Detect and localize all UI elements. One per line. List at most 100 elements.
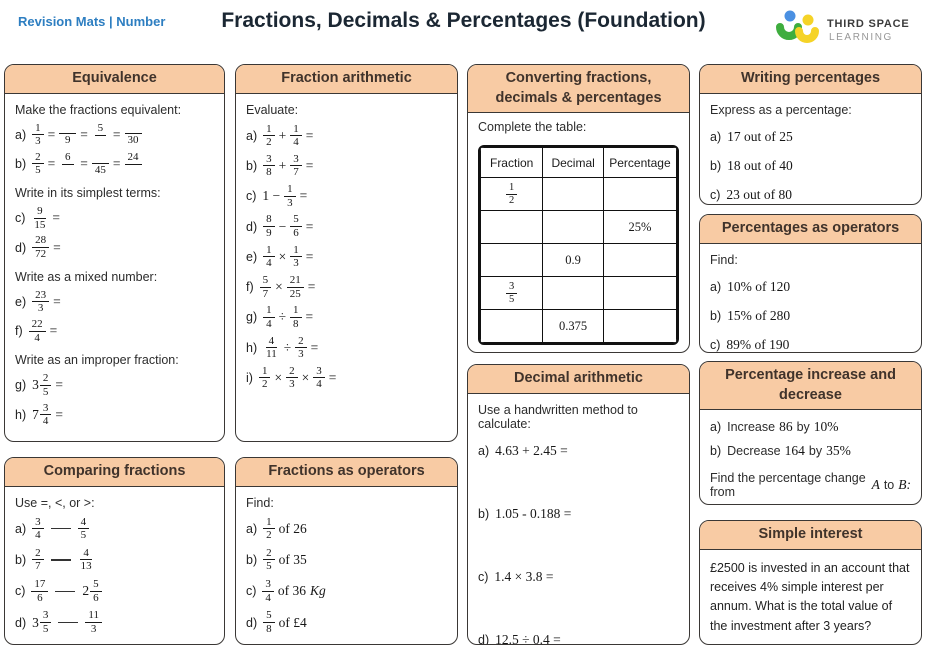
question-text: £2500 is invested in an account that rec… — [710, 560, 910, 633]
column-3: Converting fractions, decimals & percent… — [467, 64, 690, 645]
question-label: e) — [246, 249, 258, 264]
table-cell — [480, 210, 544, 245]
table-row: 0.9 — [480, 243, 677, 278]
question-label: g) — [15, 378, 27, 393]
question-label: b) — [246, 158, 258, 173]
math-text: 89% of 190 — [726, 336, 790, 352]
math-text: + — [278, 157, 287, 173]
instruction-text: Write in its simplest terms: — [15, 186, 161, 201]
question-label: b) — [15, 552, 27, 567]
panel-percentages-as-operators: Percentages as operators Find: a) 10% of 1… — [699, 214, 922, 353]
math-text: 17 out of 25 — [727, 128, 793, 144]
question-label: d) — [15, 240, 27, 255]
panel-equivalence: Equivalence Make the fractions equivalen… — [4, 64, 225, 442]
answer-blank-dash — [58, 621, 79, 624]
math-text: = — [55, 377, 63, 393]
math-text: × — [274, 369, 283, 385]
question-label: d) — [478, 632, 490, 645]
question: h) 7 3 4 = — [15, 402, 214, 428]
panel-simple-interest: Simple interest £2500 is invested in an … — [699, 520, 922, 645]
math-text: 10% of 120 — [727, 278, 791, 294]
instruction-text: Find: — [710, 252, 738, 267]
math-text: 15% of 280 — [727, 307, 791, 323]
question-label: b) — [710, 308, 722, 323]
math-text: × — [301, 369, 310, 385]
question-label: c) — [710, 337, 721, 352]
fraction: 21 25 — [286, 274, 304, 300]
math-text: × — [275, 279, 283, 295]
math-text: 1.05 - 0.188 = — [495, 505, 572, 521]
question-label: d) — [246, 219, 258, 234]
question: a) 1 2 of 26 — [246, 516, 447, 542]
question-label: c) — [710, 187, 721, 202]
question-label: a) — [15, 521, 27, 536]
fraction: 9 15 — [34, 205, 46, 231]
fraction: 22 4 — [28, 318, 46, 344]
math-text: = — [112, 126, 121, 142]
question-label: h) — [246, 340, 258, 355]
table-cell — [480, 243, 544, 278]
question-label: c) — [710, 503, 720, 504]
question-label: a) — [15, 127, 27, 142]
math-text: = — [299, 188, 308, 204]
question: h) 4 11 ÷ 2 3 = — [246, 335, 447, 361]
math-text: of £4 — [278, 614, 307, 630]
math-text: 86 — [779, 419, 793, 435]
panel-decimal-arithmetic-body: Use a handwritten method to calculate: a)… — [468, 394, 689, 645]
fraction: 23 3 — [32, 289, 50, 315]
math-text: = — [47, 155, 56, 171]
table-cell — [542, 276, 604, 311]
panel-simple-interest-title: Simple interest — [700, 521, 921, 550]
logo-text-line2: LEARNING — [829, 32, 893, 43]
math-text: = — [53, 239, 61, 255]
table-cell — [542, 210, 604, 245]
fraction: 30 — [124, 122, 142, 147]
instruction-text: Find: — [246, 495, 274, 510]
table-header-cell: Decimal — [542, 147, 604, 179]
math-text: by — [796, 420, 810, 435]
panel-percentage-increase-decrease-body: a) Increase 86 by 10% b) Decrease 164 by 35% Find … — [700, 410, 921, 504]
table-cell: 25% — [602, 210, 677, 245]
question: e) 1 4 × 1 3 = — [246, 244, 447, 270]
math-text: 1 − — [262, 188, 281, 204]
panel-comparing-fractions: Comparing fractions Use =, <, or >: a) 3 4 4… — [4, 457, 225, 645]
question: b) 1.05 - 0.188 = — [478, 506, 679, 522]
question: a) 1 2 +1 4 = — [246, 123, 447, 149]
math-text: of 26 — [278, 520, 307, 536]
fraction: 17 6 — [31, 578, 49, 604]
math-text: = — [112, 155, 121, 171]
question: a) 17 out of 25 — [710, 129, 911, 145]
question: b) 18 out of 40 — [710, 158, 911, 174]
breadcrumb: Revision Mats | Number — [18, 14, 166, 29]
math-text: = — [80, 126, 88, 142]
logo-text-line1: THIRD SPACE — [827, 18, 910, 30]
question-label: c) — [15, 584, 26, 599]
panel-equivalence-body: Make the fractions equivalent: a) 1 3 = 9 = 5 = 3… — [5, 94, 224, 437]
question: a) 1 3 = 9 = 5 = 30 — [15, 122, 214, 148]
math-text: by — [808, 444, 823, 459]
question-label: c) — [246, 189, 257, 204]
question: b) 15% of 280 — [710, 308, 911, 324]
question-label: a) — [246, 521, 258, 536]
math-text: 1.4 × 3.8 = — [494, 568, 554, 584]
panel-converting-title: Converting fractions, decimals & percent… — [468, 65, 689, 114]
